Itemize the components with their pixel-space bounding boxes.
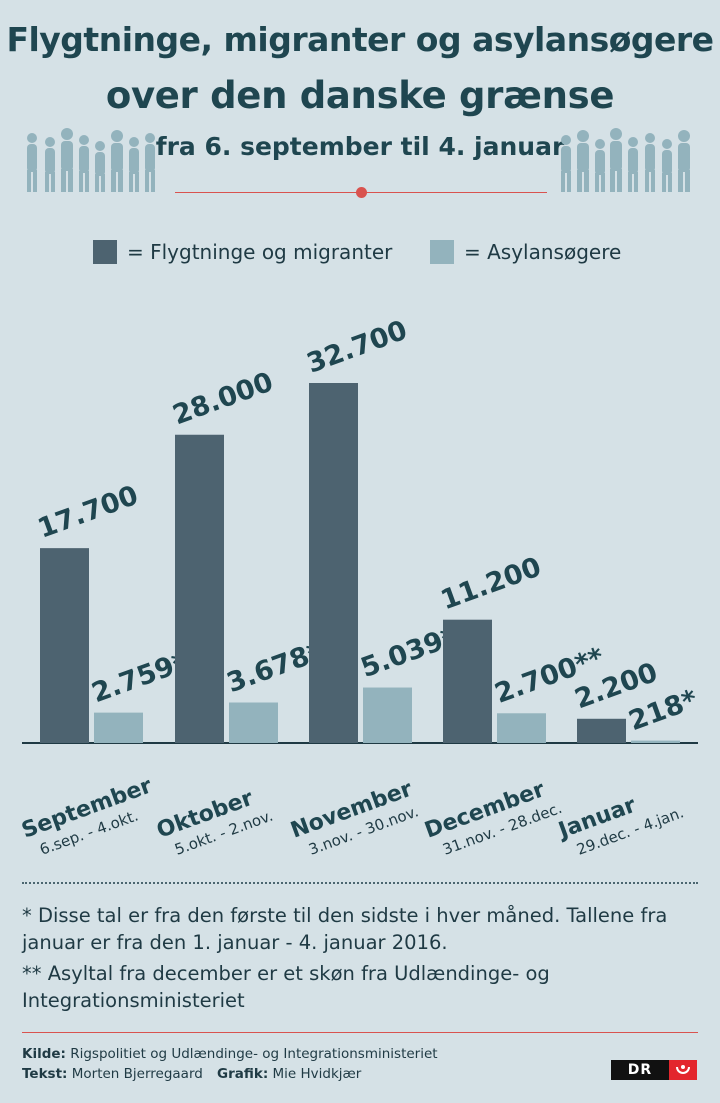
data-label-refugees-december: 11.200 (437, 552, 546, 617)
credit-text-label: Tekst: (22, 1066, 68, 1082)
credit-text-value: Morten Bjerregaard (71, 1066, 203, 1082)
bar-asylum-december (497, 713, 546, 743)
footnote-2: ** Asyltal fra december er et skøn fra U… (22, 962, 550, 1012)
dr-logo-text: DR (611, 1060, 669, 1080)
chart-title-line2: over den danske grænse (105, 74, 615, 117)
bar-refugees-december (443, 619, 492, 743)
legend-item-refugees: = Flygtninge og migranter (93, 240, 392, 264)
legend-swatch-refugees (93, 240, 117, 264)
credit-source-label: Kilde: (22, 1046, 66, 1062)
crowd-silhouette-icon (561, 128, 690, 192)
chart-subtitle: fra 6. september til 4. januar (155, 132, 565, 161)
credit-text: Tekst: Morten Bjerregaard (22, 1066, 203, 1082)
bar-refugees-januar (577, 718, 626, 743)
chart-legend: = Flygtninge og migranter = Asylansøgere (0, 240, 720, 266)
chart-title-line1: Flygtninge, migranter og asylansøgere (6, 20, 714, 59)
bar-asylum-oktober (229, 702, 278, 743)
bar-asylum-januar (631, 740, 680, 743)
credit-graphic-value: Mie Hvidkjær (272, 1066, 362, 1082)
credit-source: Kilde: Rigspolitiet og Udlændinge- og In… (22, 1046, 438, 1062)
credit-graphic-label: Grafik: (217, 1066, 269, 1082)
title-divider-dot (356, 187, 367, 198)
bar-asylum-november (363, 687, 412, 743)
legend-swatch-asylum (430, 240, 454, 264)
dr-logo: DR (611, 1060, 697, 1080)
legend-label-asylum: = Asylansøgere (464, 240, 622, 264)
legend-item-asylum: = Asylansøgere (430, 240, 621, 264)
bar-refugees-september (40, 548, 89, 743)
footnote-divider (22, 882, 698, 884)
data-label-refugees-oktober: 28.000 (169, 367, 278, 432)
footnote-1: * Disse tal er fra den første til den si… (22, 904, 668, 954)
data-label-refugees-september: 17.700 (34, 480, 143, 545)
data-label-refugees-november: 32.700 (303, 315, 412, 380)
legend-label-refugees: = Flygtninge og migranter (127, 240, 393, 264)
bar-refugees-november (309, 383, 358, 743)
credits-divider (22, 1032, 698, 1033)
bar-asylum-september (94, 712, 143, 743)
credit-graphic: Grafik: Mie Hvidkjær (217, 1066, 361, 1082)
dr-logo-symbol-icon (669, 1060, 697, 1080)
crowd-silhouette-icon (27, 128, 155, 192)
credit-source-value: Rigspolitiet og Udlændinge- og Integrati… (70, 1046, 438, 1062)
bar-refugees-oktober (175, 434, 224, 743)
